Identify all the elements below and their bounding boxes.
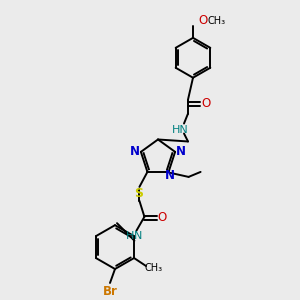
Text: S: S [134,187,143,200]
Text: CH₃: CH₃ [145,263,163,273]
Text: CH₃: CH₃ [207,16,225,26]
Text: Br: Br [103,285,117,298]
Text: HN: HN [172,124,188,134]
Text: H: H [126,231,135,241]
Text: O: O [201,97,211,110]
Text: O: O [198,14,207,27]
Text: N: N [165,169,175,182]
Text: N: N [176,146,186,158]
Text: N: N [134,231,142,241]
Text: O: O [158,211,167,224]
Text: N: N [130,146,140,158]
